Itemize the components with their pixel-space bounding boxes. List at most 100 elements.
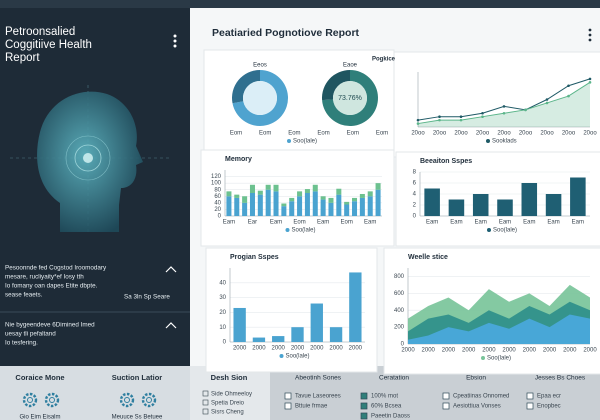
sidebar-menu[interactable] (173, 34, 177, 48)
checkbox[interactable] (202, 390, 209, 397)
footer-heading: Ceratation (379, 375, 409, 382)
checkbox[interactable] (442, 402, 450, 410)
bar (291, 327, 304, 342)
report-menu[interactable] (588, 28, 592, 42)
checkbox[interactable] (202, 408, 209, 415)
gear-icon (22, 392, 38, 408)
bar (304, 193, 310, 216)
x-tick-label: Eam (426, 220, 438, 226)
panel-title: Progian Sspes (230, 254, 279, 261)
footer-item: Paeetin Daoss (371, 414, 410, 420)
x-tick-label: 2000 (349, 346, 363, 352)
x-tick-label: Eom (293, 220, 305, 226)
sidebar-link[interactable]: Sa 3ln Sp Seare (124, 294, 170, 301)
y-tick-label: 8 (413, 170, 417, 176)
bar (297, 196, 303, 216)
x-tick-label: Eom (288, 131, 300, 137)
point (588, 81, 592, 84)
legend-label: Sooklads (492, 139, 517, 145)
bar (344, 201, 350, 205)
y-tick-label: 200 (394, 325, 405, 331)
area (418, 82, 590, 127)
x-tick-label: 20oo (454, 131, 468, 137)
x-tick-label: Eam (523, 220, 535, 226)
bar (249, 193, 255, 216)
x-tick-label: 2000 (401, 348, 415, 354)
x-tick-label: 20oo (476, 131, 490, 137)
x-tick-label: 2000 (422, 348, 436, 354)
donut-label: Eaoe (343, 63, 358, 69)
y-tick-label: 120 (211, 174, 222, 180)
legend-swatch (487, 228, 491, 232)
checkbox[interactable] (360, 402, 368, 410)
x-tick-label: 2000 (523, 348, 537, 354)
donut-hole (243, 81, 277, 115)
y-tick-label: 6 (413, 181, 417, 187)
gear-icon (49, 397, 55, 403)
sidebar-text: Io fomany oan dapes Etite dbpte. (5, 283, 98, 290)
footer-caption: Meuuce Ss Betuee (112, 415, 163, 420)
footer-heading: Suction Latior (112, 373, 162, 382)
checkbox[interactable] (526, 402, 534, 410)
checkbox[interactable] (202, 399, 209, 406)
legend-swatch (285, 228, 290, 232)
point (438, 115, 441, 118)
y-tick-label: 30 (219, 295, 226, 301)
donut-segment (321, 70, 350, 101)
bar (328, 202, 334, 216)
bar (570, 177, 586, 216)
bar (375, 183, 381, 190)
x-tick-label: 20oo (540, 131, 554, 137)
checkbox[interactable] (442, 392, 450, 400)
bar (336, 188, 342, 195)
donut-segment (232, 70, 289, 127)
bar (352, 197, 358, 202)
x-tick-label: Eam (475, 220, 487, 226)
x-tick-label: Ear (248, 220, 257, 226)
chevron-up[interactable] (165, 266, 177, 329)
bar (352, 201, 358, 216)
bar (329, 327, 343, 342)
sidebar-title: Petroonsalied (5, 26, 75, 38)
point (502, 105, 506, 108)
point (567, 84, 570, 88)
bar (273, 184, 279, 192)
footer-item: Side Ohmeeloy (211, 392, 252, 398)
checkbox[interactable] (526, 392, 534, 400)
donut-segment (232, 70, 260, 104)
bar (265, 184, 271, 190)
checkbox[interactable] (360, 412, 368, 420)
x-tick-label: 2000 (310, 346, 324, 352)
checkbox[interactable] (284, 402, 292, 410)
donut-label: Eeos (253, 63, 267, 69)
footer-item: Tavue Laseorees (295, 394, 341, 400)
bar (257, 194, 263, 216)
bar (448, 199, 465, 216)
x-tick-label: 2000 (252, 346, 266, 352)
bar (249, 184, 255, 193)
bar (234, 197, 240, 216)
bar (336, 194, 342, 216)
legend-swatch (486, 139, 490, 143)
area (408, 314, 590, 344)
top-bar (0, 0, 600, 8)
footer-item: Cpeatiinas Onnomed (453, 394, 509, 400)
point (524, 108, 527, 112)
checkbox[interactable] (360, 392, 368, 400)
bar (257, 190, 263, 195)
x-tick-label: Eom (376, 131, 388, 137)
panel-title: Beeaiton Sspes (420, 158, 472, 165)
checkbox[interactable] (284, 392, 292, 400)
bar (359, 197, 365, 216)
y-tick-label: 4 (413, 192, 417, 198)
bar (234, 194, 240, 198)
donut-hole (333, 81, 367, 115)
footer-heading: Abeotinh Sones (295, 375, 342, 382)
footer-right (270, 366, 600, 420)
x-tick-label: 20oo (433, 131, 447, 137)
footer-heading: Coraice Mone (15, 373, 64, 382)
x-tick-label: Eom (341, 220, 353, 226)
point (481, 115, 484, 118)
donut-center: 73.76% (338, 95, 362, 102)
